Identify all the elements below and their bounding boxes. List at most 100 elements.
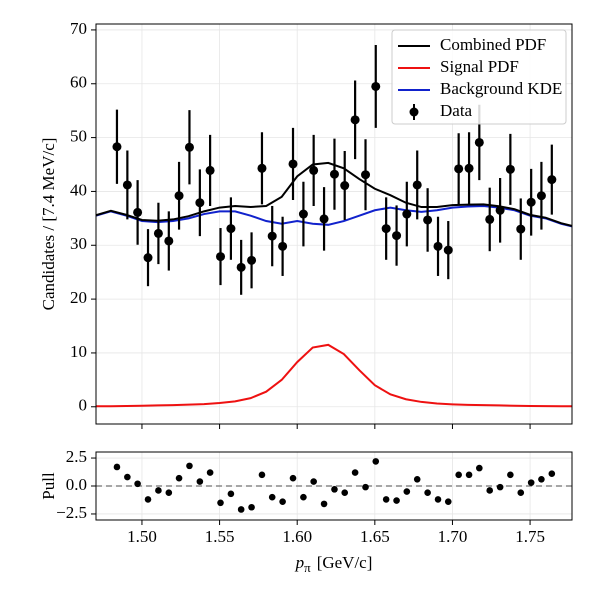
pull-point [548,470,556,477]
pull-point [186,462,193,470]
axes-frame [95,451,573,521]
pull-point [372,458,380,465]
fit-curve [96,343,572,408]
data-point [433,241,443,251]
fit-curve [96,204,572,228]
data-point [257,163,267,173]
data-point [112,142,122,152]
x-axis-label-part: π [304,560,311,575]
legend-label: Signal PDF [440,57,519,76]
data-point [319,214,329,224]
y-tick-label: 0.0 [66,475,87,494]
data-point [485,214,495,224]
y-axis-label: Candidates / [7.4 MeV/c] [39,138,58,311]
data-point [464,163,474,173]
x-axis-label: pπ [GeV/c] [295,553,373,575]
pull-point [155,487,162,494]
pull-point [165,489,173,497]
data-point [505,164,515,174]
x-tick-label: 1.50 [127,527,157,546]
data-point [516,224,526,234]
pull-point [424,489,431,497]
data-point [288,159,298,169]
pull-point [268,493,276,501]
x-axis-label-part: [GeV/c] [317,553,373,572]
pull-point [237,506,245,513]
x-tick-label: 1.75 [515,527,545,546]
pull-point [517,489,525,497]
data-point [536,191,546,201]
data-point [495,205,505,215]
pull-point [341,489,349,497]
fit-curve [96,161,572,227]
pull-point [538,475,545,483]
data-point [122,180,132,190]
pull-point [134,480,141,488]
pull-point [196,478,204,485]
pull-point [206,469,214,476]
data-point [174,191,184,201]
data-point [381,224,391,234]
data-point [226,224,236,234]
pull-point [382,496,390,503]
pull-point [217,499,224,507]
pull-point [486,487,494,494]
x-axis-label-part: p [295,553,305,572]
legend-label: Background KDE [440,79,562,98]
pull-point [465,471,473,479]
pull-point [289,474,297,482]
data-point [205,165,215,175]
pull-point [310,478,317,485]
data-point [526,197,536,207]
data-point [133,207,143,217]
data-point [350,115,360,125]
pull-point [362,483,369,491]
data-point [216,252,226,262]
pull-point [331,486,338,493]
legend-label: Combined PDF [440,35,546,54]
y-axis-label: Pull [39,472,58,500]
data-point [371,81,381,91]
y-tick-label: 70 [70,19,87,38]
pull-point [279,498,286,505]
data-point [247,255,257,265]
pull-point [144,496,152,503]
pull-point [227,490,235,498]
pull-point [434,496,442,503]
pull-point [403,488,411,495]
data-point [443,245,453,255]
pull-point [124,473,131,481]
data-point [184,142,194,152]
pull-point [444,498,452,505]
data-point [153,228,163,238]
y-tick-label: 2.5 [66,447,87,466]
data-point [474,137,484,147]
axes-frame [95,23,573,425]
data-point [361,170,371,180]
x-tick-label: 1.60 [282,527,312,546]
pull-point [507,471,514,479]
pull-point [113,463,121,471]
y-tick-label: 10 [70,342,87,361]
pull-point [413,475,421,483]
pull-point [258,471,266,479]
pull-point [351,469,359,476]
data-point [423,215,433,225]
legend-box [391,29,567,125]
pull-point [320,500,328,508]
data-point [454,164,464,174]
data-point [402,209,412,219]
y-tick-label: 50 [70,126,87,145]
data-point [164,236,174,246]
pull-point [175,474,183,482]
pull-point [248,503,255,511]
data-point [236,262,246,272]
data-point [309,165,319,175]
x-tick-label: 1.65 [360,527,390,546]
pull-point [527,479,535,486]
y-tick-label: 0 [79,396,88,415]
data-point [547,175,557,185]
pull-point [476,464,483,472]
pull-point [300,493,307,501]
